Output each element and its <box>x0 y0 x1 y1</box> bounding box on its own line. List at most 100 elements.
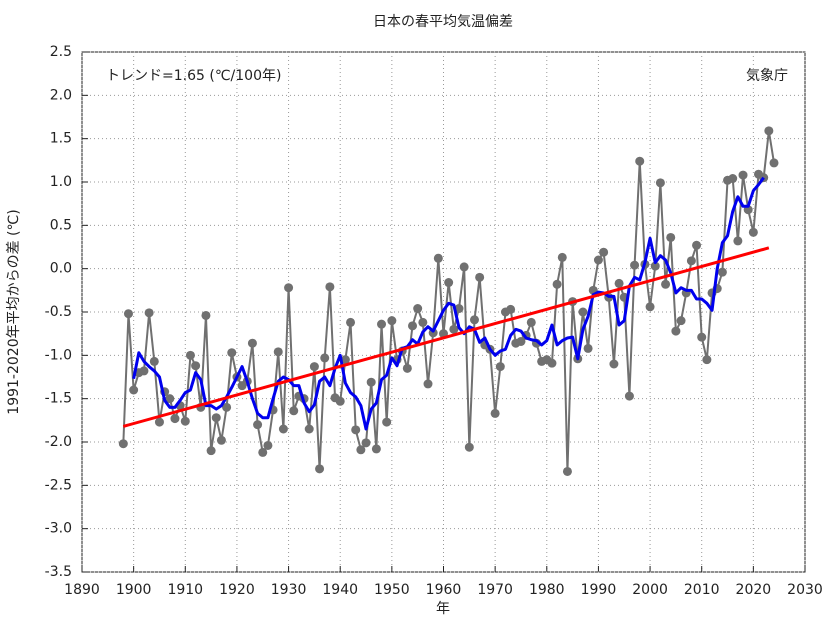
data-point <box>418 317 428 327</box>
data-point <box>702 355 712 365</box>
data-point <box>227 348 237 358</box>
y-axis-label: 1991-2020年平均からの差 (℃) <box>6 209 22 414</box>
x-tick-label: 1960 <box>426 582 462 598</box>
data-point <box>449 324 459 334</box>
data-point <box>609 359 619 369</box>
data-point <box>185 350 195 360</box>
data-point <box>661 279 671 289</box>
data-point <box>655 178 665 188</box>
y-tick-label: -0.5 <box>45 304 72 320</box>
data-point <box>769 158 779 168</box>
x-tick-label: 2020 <box>736 582 772 598</box>
data-point <box>728 174 738 184</box>
x-tick-label: 1940 <box>322 582 358 598</box>
data-point <box>686 256 696 266</box>
data-point <box>676 316 686 326</box>
data-point <box>273 347 283 357</box>
series-line <box>122 129 776 473</box>
y-tick-label: 0.5 <box>50 217 72 233</box>
data-point <box>346 317 356 327</box>
data-point <box>253 420 263 430</box>
data-point <box>211 413 221 423</box>
y-tick-label: -1.0 <box>45 347 72 363</box>
data-point <box>562 466 572 476</box>
data-point <box>630 260 640 270</box>
y-tick-label: 0.0 <box>50 261 72 277</box>
data-point <box>258 447 268 457</box>
series-line <box>132 176 765 431</box>
data-point <box>444 278 454 288</box>
data-point <box>583 343 593 353</box>
data-point <box>666 232 676 242</box>
data-point <box>635 156 645 166</box>
x-tick-label: 1990 <box>581 582 617 598</box>
data-point <box>335 396 345 406</box>
x-axis-label: 年 <box>436 601 450 617</box>
data-point <box>180 416 190 426</box>
data-point <box>433 253 443 263</box>
data-point <box>149 356 159 366</box>
x-tick-label: 1890 <box>64 582 100 598</box>
data-point <box>123 309 133 319</box>
data-point <box>144 308 154 318</box>
data-point <box>320 353 330 363</box>
y-tick-label: 1.0 <box>50 174 72 190</box>
data-point <box>614 278 624 288</box>
data-point <box>748 227 758 237</box>
data-point <box>599 247 609 257</box>
data-point <box>139 366 149 376</box>
x-tick-label: 2030 <box>787 582 823 598</box>
series-line <box>122 246 770 428</box>
data-point <box>764 126 774 136</box>
data-point <box>459 262 469 272</box>
data-point <box>315 464 325 474</box>
trend-annotation: トレンド=1.65 (℃/100年) <box>106 68 281 84</box>
data-point <box>284 283 294 293</box>
x-tick-label: 2000 <box>632 582 668 598</box>
x-tick-label: 1980 <box>529 582 565 598</box>
data-point <box>402 363 412 373</box>
x-tick-label: 1920 <box>219 582 255 598</box>
y-tick-label: 1.5 <box>50 131 72 147</box>
data-point <box>650 261 660 271</box>
data-point <box>454 304 464 314</box>
data-point <box>464 442 474 452</box>
x-tick-label: 1910 <box>167 582 203 598</box>
y-tick-label: -2.0 <box>45 434 72 450</box>
data-point <box>408 321 418 331</box>
data-point <box>263 440 273 450</box>
data-point <box>340 355 350 365</box>
data-point <box>201 310 211 320</box>
data-point <box>247 338 257 348</box>
x-tick-label: 1950 <box>374 582 410 598</box>
data-point <box>506 304 516 314</box>
y-tick-label: -1.5 <box>45 391 72 407</box>
data-point <box>118 439 128 449</box>
data-point <box>516 336 526 346</box>
data-point <box>526 317 536 327</box>
data-point <box>495 362 505 372</box>
data-point <box>377 319 387 329</box>
data-point <box>222 402 232 412</box>
data-point <box>216 435 226 445</box>
data-point <box>593 255 603 265</box>
data-point <box>692 240 702 250</box>
data-point <box>351 425 361 435</box>
data-point <box>552 279 562 289</box>
data-point <box>154 417 164 427</box>
data-point <box>738 170 748 180</box>
data-point <box>382 417 392 427</box>
data-point <box>387 316 397 326</box>
data-point <box>304 424 314 434</box>
data-point <box>413 304 423 314</box>
source-annotation: 気象庁 <box>746 68 788 84</box>
data-point <box>366 377 376 387</box>
data-point <box>423 379 433 389</box>
x-tick-label: 1970 <box>477 582 513 598</box>
data-point <box>469 315 479 325</box>
data-point <box>697 332 707 342</box>
data-point <box>475 272 485 282</box>
data-point <box>170 414 180 424</box>
data-point <box>557 252 567 262</box>
y-tick-label: 2.5 <box>50 44 72 60</box>
